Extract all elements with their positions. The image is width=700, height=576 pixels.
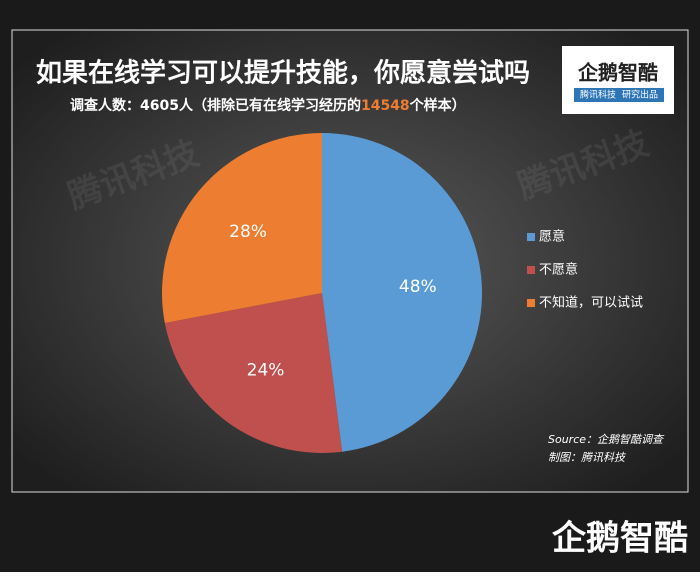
legend-swatch	[527, 299, 535, 307]
footer-logo: 企鹅智酷	[552, 519, 688, 559]
chart-subtitle: 调查人数：4605人（排除已有在线学习经历的14548个样本）	[70, 97, 466, 114]
legend-swatch	[527, 266, 535, 274]
subtitle-text: 个样本）	[409, 97, 466, 114]
logo-name: 企鹅智酷	[577, 61, 658, 85]
subtitle-text: 调查人数：4605人（排除已有在线学习经历的	[70, 97, 361, 114]
logo-box: 企鹅智酷 腾讯科技 研究出品	[562, 46, 674, 114]
subtitle-number: 14548	[361, 98, 410, 114]
pie: 48% 24% 28%	[162, 133, 483, 453]
credit: 制图：腾讯科技	[548, 451, 627, 464]
pie-slice	[322, 133, 483, 452]
legend-label: 不知道，可以试试	[539, 295, 643, 311]
pie-slice	[162, 133, 322, 323]
legend-swatch	[527, 233, 535, 241]
logo-background	[562, 46, 674, 114]
pie-slice	[164, 293, 343, 453]
logo-band	[574, 88, 664, 102]
data-label: 24%	[247, 361, 285, 381]
legend-label: 不愿意	[539, 262, 578, 278]
logo-tagline: 腾讯科技	[580, 89, 616, 101]
data-label: 48%	[399, 277, 437, 297]
logo-tagline: 研究出品	[622, 89, 658, 101]
source: Source：企鹅智酷调查	[548, 433, 665, 446]
legend-label: 愿意	[539, 229, 565, 245]
chart-title: 如果在线学习可以提升技能，你愿意尝试吗	[36, 58, 530, 89]
data-label: 28%	[229, 222, 267, 242]
